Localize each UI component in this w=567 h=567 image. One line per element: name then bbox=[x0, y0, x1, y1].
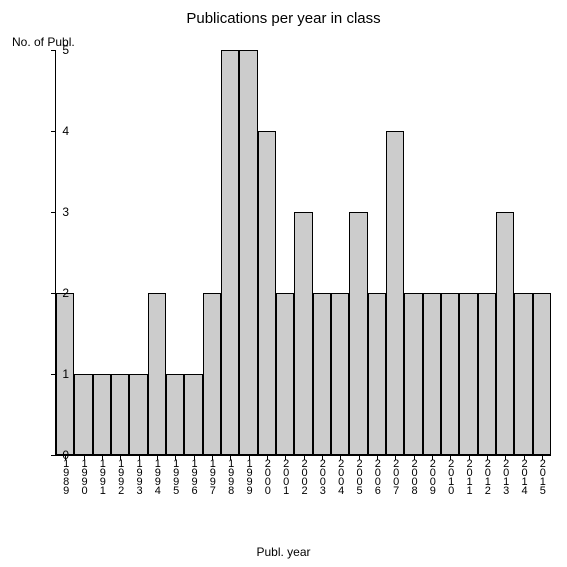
chart-title: Publications per year in class bbox=[0, 10, 567, 27]
bar bbox=[74, 374, 92, 455]
bar bbox=[276, 293, 294, 455]
xtick-label: 1992 bbox=[114, 458, 126, 494]
bar bbox=[368, 293, 386, 455]
xtick-label: 2001 bbox=[279, 458, 291, 494]
xtick-label: 2012 bbox=[481, 458, 493, 494]
ytick-label: 4 bbox=[49, 124, 69, 138]
xtick-label: 2002 bbox=[298, 458, 310, 494]
xtick-label: 1999 bbox=[243, 458, 255, 494]
ytick-label: 1 bbox=[49, 367, 69, 381]
xtick-label: 1990 bbox=[78, 458, 90, 494]
bar bbox=[478, 293, 496, 455]
bar bbox=[129, 374, 147, 455]
bar bbox=[331, 293, 349, 455]
chart-container: Publications per year in class No. of Pu… bbox=[0, 0, 567, 567]
ytick-label: 5 bbox=[49, 43, 69, 57]
xtick-label: 2007 bbox=[389, 458, 401, 494]
ytick-label: 2 bbox=[49, 286, 69, 300]
bar bbox=[533, 293, 551, 455]
plot-area: 1989199019911992199319941995199619971998… bbox=[55, 50, 551, 456]
ytick-label: 3 bbox=[49, 205, 69, 219]
bar bbox=[93, 374, 111, 455]
xtick-label: 1989 bbox=[59, 458, 71, 494]
xtick-label: 2006 bbox=[371, 458, 383, 494]
xtick-label: 1998 bbox=[224, 458, 236, 494]
bar bbox=[459, 293, 477, 455]
bar bbox=[514, 293, 532, 455]
xtick-label: 1991 bbox=[96, 458, 108, 494]
xtick-label: 2004 bbox=[334, 458, 346, 494]
bar bbox=[496, 212, 514, 455]
bar bbox=[239, 50, 257, 455]
bar bbox=[166, 374, 184, 455]
xtick-label: 2009 bbox=[426, 458, 438, 494]
xtick-label: 2008 bbox=[408, 458, 420, 494]
bar bbox=[111, 374, 129, 455]
xtick-label: 2010 bbox=[444, 458, 456, 494]
bar bbox=[148, 293, 166, 455]
bar bbox=[221, 50, 239, 455]
bar bbox=[349, 212, 367, 455]
x-axis-label: Publ. year bbox=[0, 545, 567, 559]
xtick-label: 2011 bbox=[463, 458, 475, 494]
xtick-label: 1996 bbox=[188, 458, 200, 494]
xtick-label: 2013 bbox=[499, 458, 511, 494]
xtick-label: 2003 bbox=[316, 458, 328, 494]
bar bbox=[441, 293, 459, 455]
xtick-label: 2000 bbox=[261, 458, 273, 494]
xtick-label: 2005 bbox=[353, 458, 365, 494]
bar bbox=[404, 293, 422, 455]
bar bbox=[423, 293, 441, 455]
xtick-label: 2014 bbox=[518, 458, 530, 494]
bar bbox=[313, 293, 331, 455]
xtick-label: 1994 bbox=[151, 458, 163, 494]
bar bbox=[386, 131, 404, 455]
xtick-label: 1997 bbox=[206, 458, 218, 494]
bar bbox=[258, 131, 276, 455]
ytick-label: 0 bbox=[49, 448, 69, 462]
xtick-label: 2015 bbox=[536, 458, 548, 494]
bar bbox=[184, 374, 202, 455]
bar bbox=[294, 212, 312, 455]
xtick-label: 1993 bbox=[133, 458, 145, 494]
bar bbox=[203, 293, 221, 455]
xtick-label: 1995 bbox=[169, 458, 181, 494]
